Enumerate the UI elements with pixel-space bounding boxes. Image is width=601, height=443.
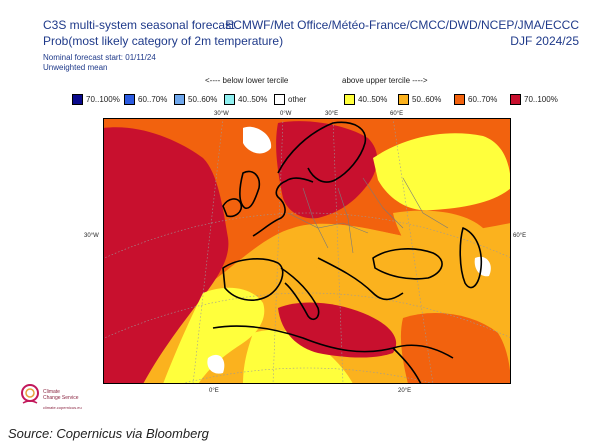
copernicus-logo-icon	[21, 384, 39, 404]
coastline-scandinavia	[277, 121, 367, 183]
source-caption: Source: Copernicus via Bloomberg	[8, 426, 209, 441]
legend-swatch	[398, 93, 409, 105]
region-60-70-middle-east	[400, 313, 511, 384]
coastline-iberia	[222, 258, 284, 301]
legend-item: 70..100%	[72, 92, 120, 106]
legend-label: 70..100%	[86, 94, 120, 104]
legend-item: 70..100%	[510, 92, 558, 106]
region-40-50-iberia	[163, 287, 265, 384]
logo-url: climate.copernicus.eu	[43, 405, 82, 410]
legend-label: 50..60%	[412, 94, 442, 104]
coastline-italy	[280, 267, 320, 320]
lon-label: 0°E	[209, 388, 219, 394]
legend-label: 60..70%	[468, 94, 498, 104]
legend-item: other	[274, 92, 306, 106]
coastline-black-sea	[372, 248, 443, 280]
coastline-north-africa	[212, 325, 454, 359]
graticule	[103, 118, 511, 384]
legend-swatch	[124, 93, 135, 105]
lon-label: 20°E	[398, 388, 412, 394]
lon-label: 30°W	[214, 111, 229, 117]
region-other-caspian	[474, 256, 491, 277]
legend-label: 70..100%	[524, 94, 558, 104]
legend-label: 60..70%	[138, 94, 168, 104]
coastline-caspian	[459, 227, 483, 289]
lon-label: 60°E	[513, 233, 527, 239]
coastline-levant	[392, 347, 422, 384]
coastlines	[212, 121, 483, 384]
region-other-iceland	[243, 126, 272, 154]
legend-item: 60..70%	[124, 92, 167, 106]
above-tercile-label: above upper tercile ---->	[342, 76, 428, 85]
legend-item: 40..50%	[224, 92, 267, 106]
forecast-season: DJF 2024/25	[510, 34, 579, 48]
logo-name-line2: Change Service	[43, 395, 79, 401]
legend-swatch	[454, 93, 465, 105]
legend-label: 50..60%	[188, 94, 218, 104]
legend-swatch	[274, 93, 285, 105]
map-title: C3S multi-system seasonal forecast	[43, 18, 235, 32]
map-frame	[103, 118, 511, 384]
coastline-britain	[239, 170, 261, 210]
forecast-start: Nominal forecast start: 01/11/24	[43, 53, 156, 62]
mean-type: Unweighted mean	[43, 63, 108, 72]
region-40-50-russia	[373, 133, 511, 211]
country-borders	[287, 177, 449, 254]
logo-name-line1: Climate	[43, 389, 60, 395]
region-other-africa	[207, 354, 225, 374]
legend-item: 40..50%	[344, 92, 387, 106]
legend-swatch	[344, 93, 355, 105]
legend-swatch	[72, 93, 83, 105]
legend-item: 60..70%	[454, 92, 497, 106]
coastline-west-europe	[252, 177, 314, 237]
logo-text: Climate Change Service	[43, 389, 79, 401]
forecast-map	[103, 118, 511, 384]
legend-label: other	[288, 94, 307, 104]
below-tercile-label: <---- below lower tercile	[205, 76, 289, 85]
legend-item: 50..60%	[398, 92, 441, 106]
map-subtitle: Prob(most likely category of 2m temperat…	[43, 34, 284, 48]
lon-label: 30°W	[84, 233, 99, 239]
lon-label: 0°W	[280, 111, 292, 117]
legend-label: 40..50%	[358, 94, 388, 104]
legend-label: 40..50%	[238, 94, 268, 104]
region-50-60	[293, 224, 427, 299]
legend-swatch	[224, 93, 235, 105]
lon-label: 60°E	[390, 111, 404, 117]
region-70-100-scandinavia	[276, 121, 378, 219]
legend-swatch	[174, 93, 185, 105]
legend-item: 50..60%	[174, 92, 217, 106]
region-40-50-africa	[243, 329, 353, 384]
forecast-centers: ECMWF/Met Office/Météo-France/CMCC/DWD/N…	[225, 18, 579, 32]
coastline-balkans	[317, 257, 404, 301]
lon-label: 30°E	[325, 111, 339, 117]
region-70-100-atlantic	[103, 127, 229, 384]
legend-swatch	[510, 93, 521, 105]
